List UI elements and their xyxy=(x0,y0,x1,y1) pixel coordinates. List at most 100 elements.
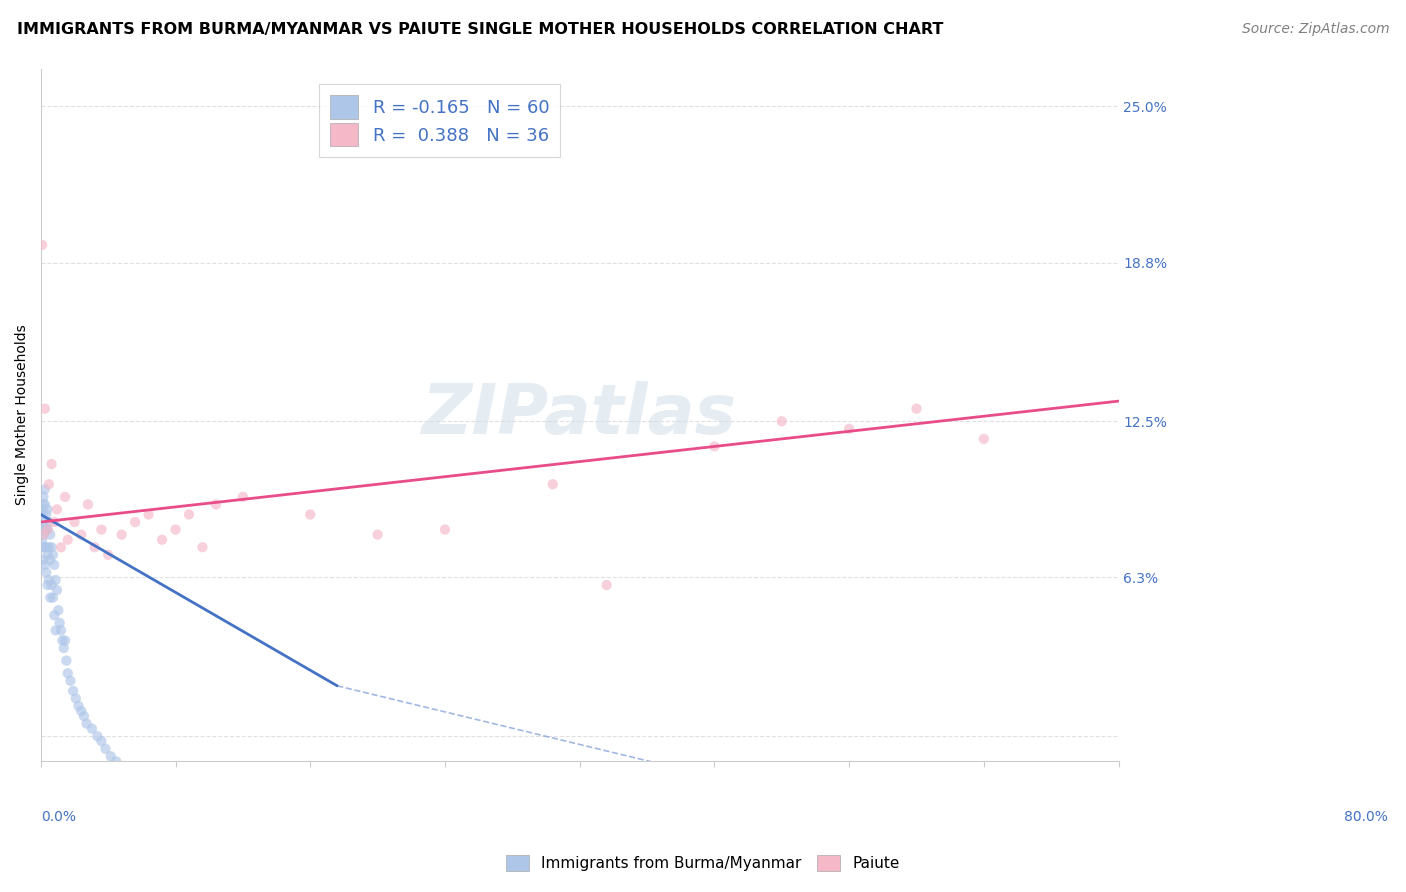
Point xyxy=(35,508,58,522)
Point xyxy=(111,759,134,773)
Point xyxy=(595,578,617,592)
Point xyxy=(48,615,70,630)
Point xyxy=(90,523,112,537)
Point xyxy=(838,422,860,436)
Point xyxy=(34,483,56,497)
Point xyxy=(35,566,58,580)
Point xyxy=(90,734,112,748)
Point xyxy=(703,440,725,454)
Point xyxy=(34,540,56,554)
Text: 0.0%: 0.0% xyxy=(41,810,76,824)
Point xyxy=(37,578,59,592)
Point xyxy=(39,591,62,605)
Point xyxy=(46,583,69,598)
Point xyxy=(31,502,53,516)
Point xyxy=(37,523,59,537)
Point xyxy=(53,633,76,648)
Point xyxy=(80,722,103,736)
Point xyxy=(31,238,53,252)
Point xyxy=(205,497,228,511)
Point xyxy=(32,497,55,511)
Legend: R = -0.165   N = 60, R =  0.388   N = 36: R = -0.165 N = 60, R = 0.388 N = 36 xyxy=(319,85,561,157)
Point xyxy=(46,502,69,516)
Point xyxy=(41,457,63,471)
Point xyxy=(37,523,59,537)
Point xyxy=(905,401,928,416)
Point xyxy=(191,540,214,554)
Point xyxy=(433,523,456,537)
Point xyxy=(37,548,59,562)
Point xyxy=(105,755,128,769)
Point xyxy=(94,741,117,756)
Point xyxy=(97,548,120,562)
Point xyxy=(44,608,66,623)
Point xyxy=(59,673,82,688)
Point xyxy=(65,691,87,706)
Point xyxy=(138,508,160,522)
Point xyxy=(35,523,58,537)
Point xyxy=(76,716,98,731)
Point xyxy=(32,490,55,504)
Point xyxy=(165,523,187,537)
Text: Source: ZipAtlas.com: Source: ZipAtlas.com xyxy=(1241,22,1389,37)
Point xyxy=(44,515,66,529)
Point xyxy=(34,401,56,416)
Point xyxy=(39,553,62,567)
Point xyxy=(38,540,60,554)
Point xyxy=(67,698,90,713)
Point xyxy=(39,527,62,541)
Point xyxy=(37,502,59,516)
Point xyxy=(770,414,793,428)
Point xyxy=(49,624,72,638)
Point xyxy=(86,729,108,743)
Point xyxy=(100,749,122,764)
Point xyxy=(32,527,55,541)
Point xyxy=(83,540,105,554)
Point xyxy=(53,490,76,504)
Point xyxy=(32,515,55,529)
Point xyxy=(70,704,93,718)
Point xyxy=(32,527,55,541)
Point xyxy=(63,515,86,529)
Point xyxy=(73,709,96,723)
Point xyxy=(34,523,56,537)
Point xyxy=(973,432,995,446)
Point xyxy=(124,515,146,529)
Point xyxy=(44,558,66,572)
Point xyxy=(31,523,53,537)
Point xyxy=(42,548,65,562)
Point xyxy=(34,497,56,511)
Point xyxy=(41,578,63,592)
Point xyxy=(45,624,67,638)
Point xyxy=(49,540,72,554)
Point xyxy=(31,533,53,547)
Point xyxy=(38,515,60,529)
Point xyxy=(56,533,79,547)
Legend: Immigrants from Burma/Myanmar, Paiute: Immigrants from Burma/Myanmar, Paiute xyxy=(501,849,905,877)
Point xyxy=(56,666,79,681)
Point xyxy=(41,540,63,554)
Point xyxy=(111,527,134,541)
Point xyxy=(35,540,58,554)
Point xyxy=(45,573,67,587)
Point xyxy=(299,508,322,522)
Point xyxy=(232,490,254,504)
Text: IMMIGRANTS FROM BURMA/MYANMAR VS PAIUTE SINGLE MOTHER HOUSEHOLDS CORRELATION CHA: IMMIGRANTS FROM BURMA/MYANMAR VS PAIUTE … xyxy=(17,22,943,37)
Text: 80.0%: 80.0% xyxy=(1344,810,1388,824)
Point xyxy=(34,558,56,572)
Point xyxy=(541,477,564,491)
Point xyxy=(51,633,73,648)
Point xyxy=(150,533,173,547)
Point xyxy=(177,508,200,522)
Text: ZIPatlas: ZIPatlas xyxy=(422,382,737,449)
Point xyxy=(38,573,60,587)
Point xyxy=(38,477,60,491)
Point xyxy=(367,527,389,541)
Point xyxy=(70,527,93,541)
Point xyxy=(77,497,100,511)
Point xyxy=(55,654,77,668)
Point xyxy=(31,508,53,522)
Point xyxy=(52,640,75,655)
Point xyxy=(32,553,55,567)
Y-axis label: Single Mother Households: Single Mother Households xyxy=(15,325,30,506)
